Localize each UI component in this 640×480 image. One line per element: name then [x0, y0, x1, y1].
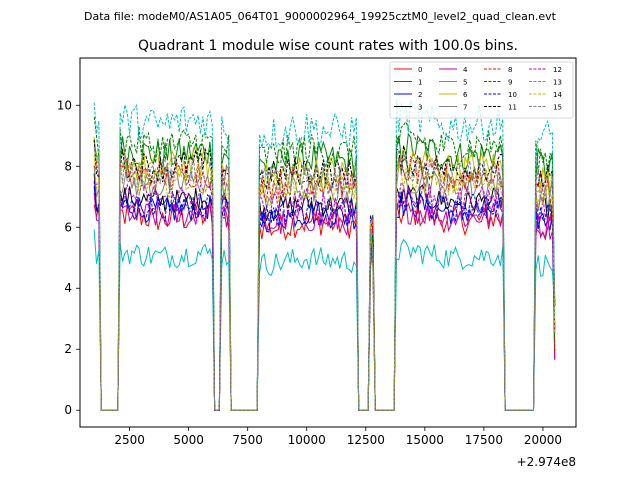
x-axis: 2500 5000 7500 10000 12500 15000 17500 20000 — [114, 427, 562, 447]
legend-label: 8 — [508, 66, 512, 74]
x-tick-label: 15000 — [406, 433, 444, 447]
legend-label: 13 — [553, 79, 562, 87]
x-tick-label: 5000 — [173, 433, 204, 447]
legend-label: 3 — [418, 104, 422, 112]
x-tick-label: 20000 — [524, 433, 562, 447]
x-offset-label: +2.974e8 — [517, 455, 576, 469]
y-axis: 0 2 4 6 8 10 — [57, 98, 80, 417]
y-tick-label: 0 — [64, 403, 72, 417]
legend-label: 15 — [553, 104, 562, 112]
legend-label: 5 — [463, 79, 467, 87]
legend-label: 9 — [508, 79, 512, 87]
legend-label: 2 — [418, 91, 422, 99]
series-line-10 — [93, 181, 556, 411]
suptitle: Data file: modeM0/AS1A05_064T01_90000029… — [84, 10, 557, 23]
legend-label: 4 — [463, 66, 468, 74]
y-tick-label: 6 — [64, 220, 72, 234]
y-tick-label: 2 — [64, 342, 72, 356]
y-tick-label: 4 — [64, 281, 72, 295]
series-line-1 — [93, 132, 556, 411]
y-tick-label: 10 — [57, 98, 72, 112]
legend-box — [389, 61, 574, 119]
series-layer — [93, 99, 556, 411]
legend-label: 7 — [463, 104, 467, 112]
series-line-3 — [93, 173, 556, 411]
x-tick-label: 17500 — [465, 433, 503, 447]
series-line-12 — [94, 180, 556, 411]
series-line-4 — [93, 192, 556, 411]
x-tick-label: 10000 — [288, 433, 326, 447]
legend-label: 11 — [508, 104, 517, 112]
chart-title: Quadrant 1 module wise count rates with … — [138, 38, 518, 54]
series-line-8 — [93, 155, 556, 411]
series-line-13 — [93, 99, 556, 411]
y-tick-label: 8 — [64, 159, 72, 173]
series-line-15 — [93, 147, 556, 411]
series-line-5 — [93, 229, 556, 411]
legend-label: 6 — [463, 91, 468, 99]
legend-label: 12 — [553, 66, 562, 74]
plot-frame — [79, 57, 577, 428]
legend-label: 1 — [418, 79, 422, 87]
legend-label: 0 — [418, 66, 422, 74]
series-line-0 — [93, 201, 556, 411]
x-tick-label: 12500 — [347, 433, 385, 447]
x-tick-label: 2500 — [114, 433, 145, 447]
legend-label: 10 — [508, 91, 517, 99]
x-tick-label: 7500 — [232, 433, 263, 447]
series-line-14 — [93, 154, 556, 411]
legend-label: 14 — [553, 91, 562, 99]
